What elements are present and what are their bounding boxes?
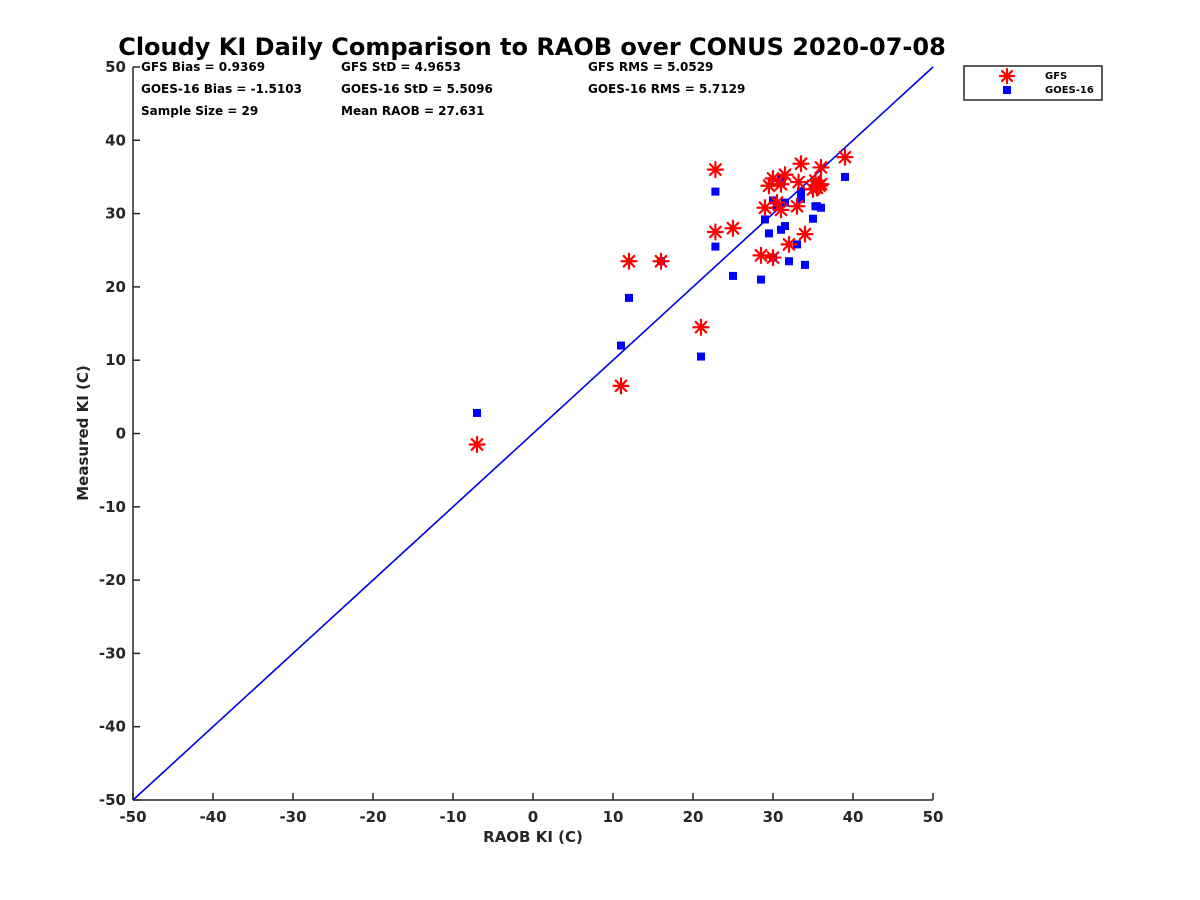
- gfs-point: [812, 175, 830, 193]
- legend-label-gfs: GFS: [1045, 71, 1067, 82]
- gfs-point: [780, 235, 798, 253]
- goes16-point: [617, 341, 625, 350]
- goes16-point: [697, 352, 705, 361]
- goes16-point: [757, 275, 765, 284]
- legend-label-goes16: GOES-16: [1045, 85, 1094, 96]
- gfs-point: [692, 318, 710, 336]
- gfs-point: [756, 199, 774, 217]
- y-tick-label: -50: [99, 791, 126, 809]
- x-tick-label: -40: [199, 808, 226, 826]
- gfs-point: [612, 377, 630, 395]
- goes16-point: [761, 215, 769, 224]
- x-tick-label: -20: [359, 808, 386, 826]
- goes16-point: [781, 222, 789, 231]
- x-tick-label: 40: [843, 808, 864, 826]
- gfs-point: [788, 197, 806, 215]
- x-ticks: -50 -40 -30 -20 -10 0 10 20 30 40 50: [119, 793, 943, 826]
- x-tick-label: 50: [923, 808, 944, 826]
- stat-goes-rms: GOES-16 RMS = 5.7129: [588, 82, 745, 96]
- gfs-point: [468, 435, 486, 454]
- goes16-point: [797, 194, 805, 203]
- gfs-point: [764, 248, 782, 267]
- y-tick-label: -30: [99, 644, 126, 662]
- x-tick-label: -30: [279, 808, 306, 826]
- goes16-point: [711, 242, 720, 251]
- stat-goes-std: GOES-16 StD = 5.5096: [341, 82, 493, 96]
- y-tick-label: -40: [99, 718, 126, 736]
- legend: GFS GOES-16: [963, 65, 1103, 101]
- gfs-point: [772, 201, 790, 219]
- goes16-point: [625, 293, 633, 302]
- gfs-point: [792, 155, 810, 173]
- goes16-point: [785, 257, 793, 266]
- gfs-point: [752, 246, 770, 264]
- chart-title: Cloudy KI Daily Comparison to RAOB over …: [118, 33, 946, 61]
- y-tick-label: 20: [105, 278, 126, 296]
- x-tick-label: 30: [763, 808, 784, 826]
- x-tick-label: -10: [439, 808, 466, 826]
- stats-block: GFS Bias = 0.9369 GFS StD = 4.9653 GFS R…: [141, 60, 745, 118]
- x-tick-label: -50: [119, 808, 146, 826]
- stat-goes-bias: GOES-16 Bias = -1.5103: [141, 82, 302, 96]
- goes16-point: [809, 214, 817, 223]
- legend-marker-goes16: [1003, 86, 1011, 94]
- stat-gfs-std: GFS StD = 4.9653: [341, 60, 461, 74]
- gfs-point: [652, 252, 670, 270]
- goes16-point: [473, 408, 481, 417]
- goes16-point: [711, 187, 720, 196]
- legend-marker-gfs: [998, 67, 1016, 85]
- y-tick-label: 50: [105, 58, 126, 76]
- gfs-point: [724, 219, 742, 237]
- gfs-point: [706, 161, 725, 179]
- x-tick-label: 20: [683, 808, 704, 826]
- data-points: [468, 148, 854, 454]
- goes16-point: [817, 203, 825, 212]
- x-tick-label: 0: [528, 808, 538, 826]
- legend-box: [963, 65, 1103, 101]
- x-axis-label: RAOB KI (C): [483, 828, 583, 846]
- goes16-point: [841, 172, 849, 181]
- y-tick-label: -10: [99, 498, 126, 516]
- stat-gfs-bias: GFS Bias = 0.9369: [141, 60, 265, 74]
- gfs-point: [789, 173, 808, 191]
- y-tick-label: 30: [105, 205, 126, 223]
- goes16-point: [801, 260, 809, 269]
- x-tick-label: 10: [603, 808, 624, 826]
- goes16-point: [729, 271, 737, 280]
- goes16-point: [765, 229, 773, 238]
- gfs-point: [812, 158, 830, 177]
- stat-gfs-rms: GFS RMS = 5.0529: [588, 60, 713, 74]
- gfs-point: [620, 252, 638, 270]
- y-axis-label: Measured KI (C): [74, 365, 92, 501]
- y-tick-label: 0: [116, 425, 126, 443]
- goes16-point: [769, 196, 777, 205]
- y-tick-label: 40: [105, 131, 126, 149]
- y-tick-label: -20: [99, 571, 126, 589]
- gfs-point: [706, 223, 725, 241]
- y-tick-label: 10: [105, 351, 126, 369]
- gfs-point: [836, 148, 854, 166]
- goes16-point: [797, 187, 805, 196]
- gfs-point: [796, 225, 814, 243]
- y-ticks: -50 -40 -30 -20 -10 0 10 20 30 40 50: [99, 58, 140, 809]
- stat-sample-size: Sample Size = 29: [141, 104, 258, 118]
- stat-mean-raob: Mean RAOB = 27.631: [341, 104, 485, 118]
- gfs-point: [776, 166, 794, 184]
